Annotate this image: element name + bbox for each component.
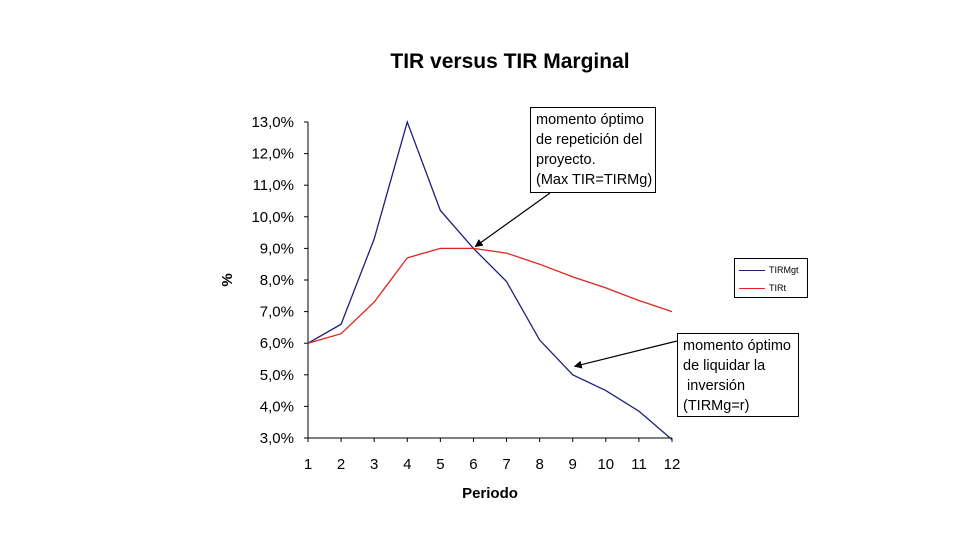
- legend-item-tirmgt: TIRMgt: [739, 263, 799, 277]
- y-tick-label: 5,0%: [260, 367, 294, 384]
- x-tick-label: 3: [370, 456, 378, 473]
- annotation-arrow-repetition: [474, 192, 551, 247]
- legend: TIRMgt TIRt: [734, 258, 808, 298]
- series-line-tirmgt: [307, 119, 673, 441]
- x-tick-label: 9: [569, 456, 577, 473]
- legend-label-tirmgt: TIRMgt: [769, 265, 799, 275]
- annotation-arrow-liquidate: [573, 340, 678, 369]
- y-tick-label: 3,0%: [260, 430, 294, 447]
- x-tick-label: 10: [597, 456, 614, 473]
- legend-swatch-tirt: [739, 287, 765, 289]
- x-tick-label: 5: [436, 456, 444, 473]
- annotation-liquidate: momento óptimo de liquidar la inversión …: [677, 333, 799, 417]
- x-tick-label: 4: [403, 456, 411, 473]
- x-tick-label: 8: [535, 456, 543, 473]
- y-tick-label: 13,0%: [251, 114, 294, 131]
- y-tick-label: 9,0%: [260, 240, 294, 257]
- series-line-tirt: [307, 247, 673, 344]
- y-tick-label: 10,0%: [251, 209, 294, 226]
- x-tick-label: 11: [631, 456, 647, 473]
- y-tick-label: 11,0%: [253, 177, 294, 194]
- x-tick-label: 2: [337, 456, 345, 473]
- x-axis-label: Periodo: [462, 485, 518, 502]
- y-tick-label: 8,0%: [260, 272, 294, 289]
- x-tick-label: 6: [469, 456, 477, 473]
- y-axis-label: %: [219, 273, 236, 286]
- legend-swatch-tirmgt: [739, 269, 765, 271]
- chart-title: TIR versus TIR Marginal: [390, 50, 630, 73]
- y-tick-label: 4,0%: [260, 398, 294, 415]
- y-tick-label: 6,0%: [260, 335, 294, 352]
- x-tick-label: 7: [502, 456, 510, 473]
- legend-label-tirt: TIRt: [769, 283, 786, 293]
- legend-item-tirt: TIRt: [739, 281, 786, 295]
- y-tick-label: 7,0%: [260, 304, 294, 321]
- x-tick-label: 1: [304, 456, 312, 473]
- annotation-repetition: momento óptimo de repetición del proyect…: [530, 107, 656, 193]
- x-tick-label: 12: [664, 456, 681, 473]
- y-tick-label: 12,0%: [251, 146, 294, 163]
